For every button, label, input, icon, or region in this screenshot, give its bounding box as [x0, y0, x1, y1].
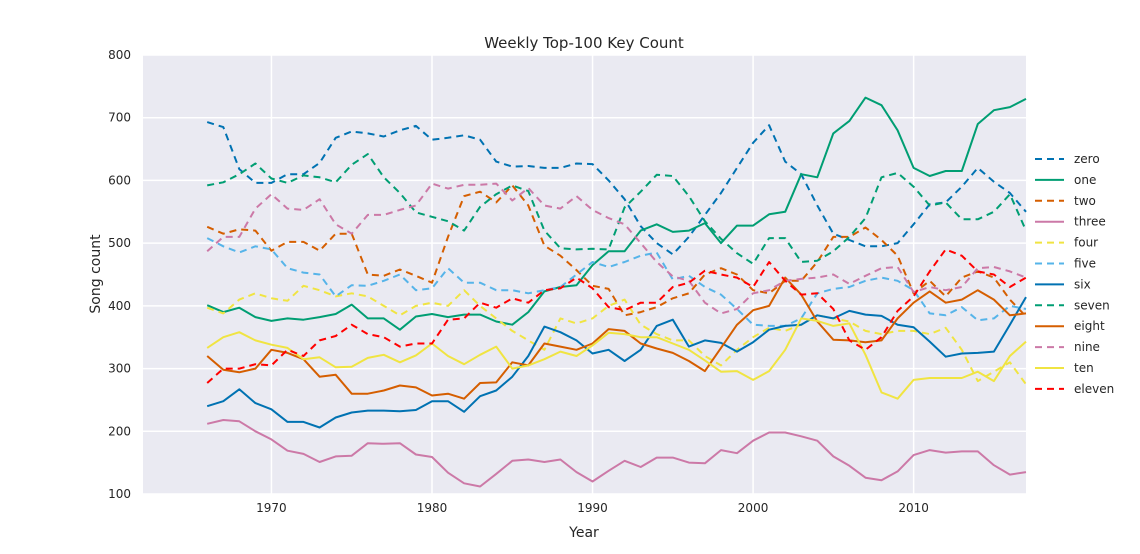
y-tick-label: 500 [108, 236, 131, 250]
y-tick-label: 400 [108, 299, 131, 313]
x-tick-label: 1970 [256, 501, 287, 515]
legend-label: eleven [1074, 382, 1114, 396]
legend-label: seven [1074, 298, 1110, 312]
series-line-nine [206, 182, 1027, 315]
legend-item-two: two [1035, 194, 1096, 208]
legend-item-one: one [1035, 173, 1096, 187]
y-axis-label: Song count [88, 234, 104, 314]
legend-label: nine [1074, 340, 1100, 354]
legend-item-four: four [1035, 236, 1098, 250]
x-tick-label: 2000 [738, 501, 769, 515]
legend-item-five: five [1035, 257, 1096, 271]
legend-label: one [1074, 173, 1096, 187]
legend-label: zero [1074, 152, 1100, 166]
legend-item-nine: nine [1035, 340, 1100, 354]
series-line-zero [206, 121, 1027, 256]
legend-label: three [1074, 215, 1106, 229]
y-tick-label: 800 [108, 48, 131, 62]
legend-item-zero: zero [1035, 152, 1100, 166]
y-tick-label: 100 [108, 487, 131, 501]
legend-item-ten: ten [1035, 361, 1094, 375]
x-axis-label: Year [568, 525, 599, 541]
series-line-four [206, 284, 1027, 385]
x-tick-label: 1990 [577, 501, 608, 515]
legend: zero one two three four five six seven eight nine… [1035, 152, 1114, 396]
legend-label: ten [1074, 361, 1094, 375]
y-tick-label: 600 [108, 173, 131, 187]
series-line-three [206, 419, 1027, 488]
series-line-two [206, 184, 1027, 318]
y-tick-label: 200 [108, 424, 131, 438]
series-line-eleven [206, 248, 1027, 384]
series-line-one [206, 96, 1027, 331]
legend-item-eight: eight [1035, 319, 1105, 333]
series-line-five [206, 237, 1027, 327]
legend-label: four [1074, 236, 1098, 250]
legend-item-three: three [1035, 215, 1106, 229]
legend-item-six: six [1035, 277, 1091, 291]
y-tick-label: 700 [108, 111, 131, 125]
x-tick-label: 2010 [898, 501, 929, 515]
legend-label: two [1074, 194, 1096, 208]
legend-item-eleven: eleven [1035, 382, 1114, 396]
series-line-seven [207, 153, 1027, 265]
series-line-six [206, 296, 1027, 429]
series-line-ten [206, 317, 1027, 400]
chart-title: Weekly Top-100 Key Count [484, 34, 684, 52]
legend-label: eight [1074, 319, 1105, 333]
y-tick-label: 300 [108, 362, 131, 376]
legend-label: six [1074, 277, 1091, 291]
legend-item-seven: seven [1035, 298, 1110, 312]
x-tick-label: 1980 [417, 501, 448, 515]
series-line-eight [206, 276, 1027, 400]
legend-label: five [1074, 257, 1096, 271]
